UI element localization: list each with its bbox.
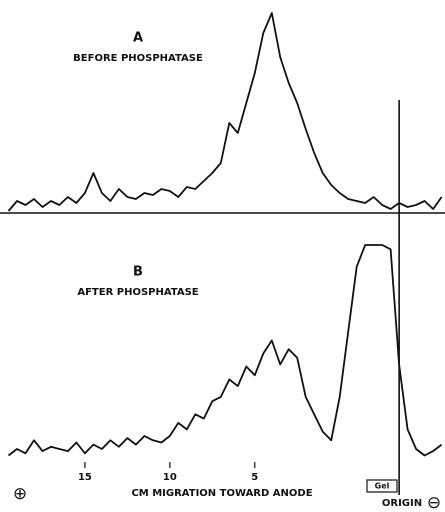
x-tick-label: 5 [251, 472, 258, 483]
panel-a-label: A [133, 31, 143, 46]
panel-b-caption: AFTER PHOSPHATASE [77, 287, 198, 298]
panel-b-label: B [133, 265, 143, 280]
x-axis-label: CM MIGRATION TOWARD ANODE [131, 488, 312, 499]
anode-symbol: ⊕ [13, 484, 27, 504]
cathode-symbol: ⊖ [427, 493, 441, 512]
x-tick-label: 10 [163, 472, 177, 483]
x-tick-label: 15 [78, 472, 92, 483]
panel-a-caption: BEFORE PHOSPHATASE [73, 53, 203, 64]
trace [7, 12, 443, 212]
trace [7, 244, 443, 457]
gel-box [366, 479, 398, 493]
gel-label: Gel [375, 482, 390, 491]
origin-label: ORIGIN [382, 498, 422, 509]
